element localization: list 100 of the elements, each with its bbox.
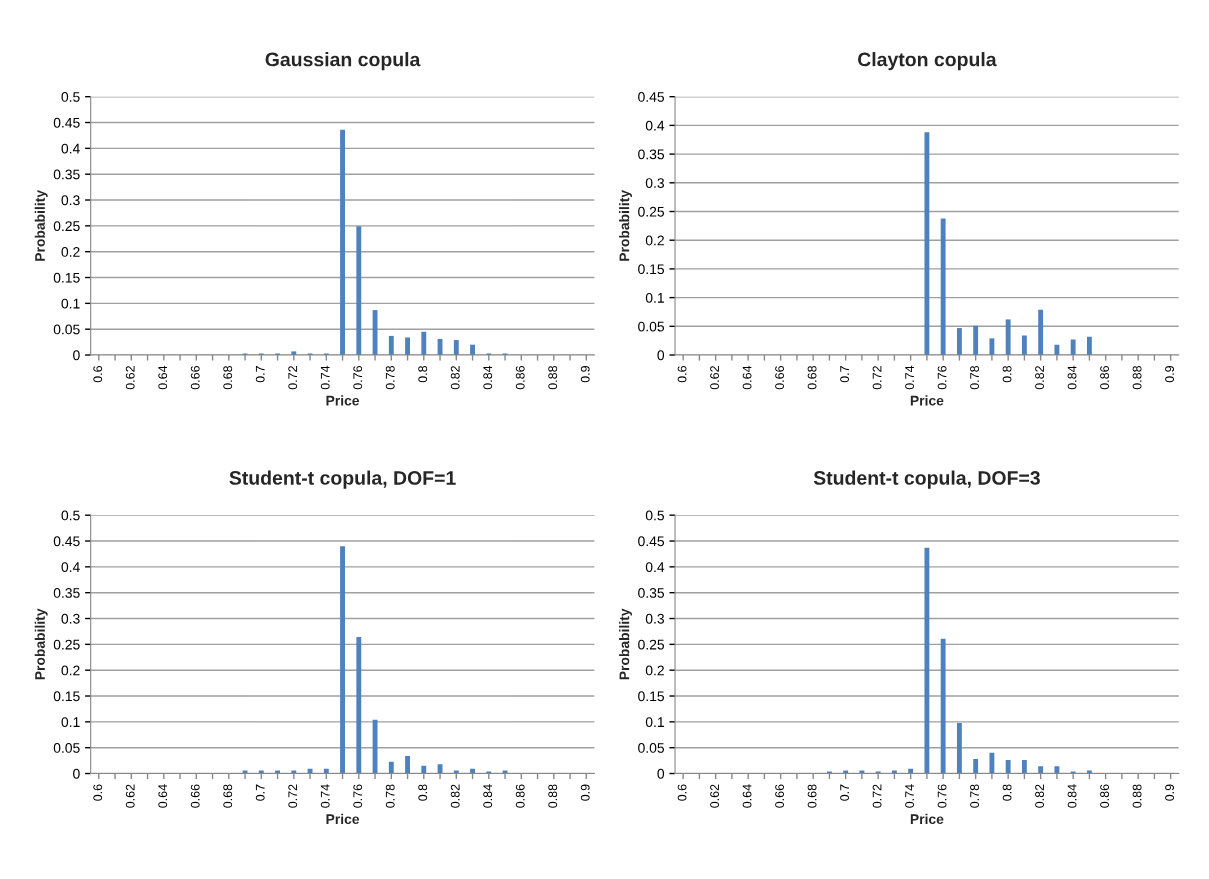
y-tick-label: 0.25 (638, 639, 665, 650)
y-axis-title: Probability (619, 608, 633, 680)
x-tick-label: 0.62 (125, 784, 135, 808)
x-tick-label: 0.86 (515, 365, 525, 390)
x-tick-label: 0.82 (450, 366, 460, 390)
x-tick-label: 0.74 (320, 365, 330, 390)
x-tick-label: 0.6 (677, 784, 687, 801)
y-tick-label: 0.25 (53, 221, 80, 232)
y-tick-label: 0.25 (638, 206, 665, 217)
x-axis-title: Price (910, 395, 944, 406)
y-tick-label: 0.3 (61, 195, 80, 206)
x-tick-label: 0.6 (93, 365, 103, 383)
x-tick-label: 0.78 (970, 365, 980, 390)
x-tick-label: 0.9 (580, 366, 590, 383)
y-tick-label: 0.4 (61, 562, 80, 573)
x-tick-label: 0.7 (255, 366, 265, 383)
x-tick-label: 0.82 (450, 784, 460, 808)
y-tick-label: 0.45 (638, 536, 665, 547)
x-tick-label: 0.74 (905, 784, 915, 808)
x-tick-label: 0.7 (840, 784, 850, 801)
x-tick-label: 0.76 (353, 784, 363, 808)
x-tick-label: 0.74 (320, 784, 330, 808)
y-tick-label: 0 (73, 768, 80, 779)
y-axis-title: Probability (34, 190, 48, 261)
x-tick-label: 0.9 (580, 784, 590, 801)
y-tick-label: 0.2 (61, 665, 80, 676)
x-tick-label: 0.66 (190, 784, 200, 808)
x-tick-label: 0.62 (710, 784, 720, 808)
y-tick-label: 0.1 (645, 717, 664, 728)
y-tick-label: 0.45 (53, 536, 80, 547)
y-tick-label: 0.3 (61, 613, 80, 624)
y-tick-label: 0.5 (645, 510, 665, 521)
x-tick-label: 0.88 (548, 784, 558, 808)
x-tick-label: 0.8 (1002, 784, 1012, 801)
x-tick-label: 0.68 (223, 365, 233, 390)
y-tick-label: 0.35 (638, 588, 665, 598)
x-tick-label: 0.8 (1002, 365, 1012, 383)
x-tick-label: 0.66 (190, 365, 200, 390)
y-tick-label: 0.35 (53, 169, 80, 180)
y-tick-label: 0.2 (61, 247, 80, 257)
y-axis-title: Probability (34, 608, 48, 680)
x-tick-label: 0.84 (483, 784, 493, 808)
x-tick-label: 0.72 (288, 366, 298, 390)
x-tick-label: 0.66 (775, 784, 785, 808)
x-tick-label: 0.86 (1100, 365, 1110, 390)
x-tick-label: 0.72 (288, 784, 298, 808)
x-tick-label: 0.88 (548, 365, 558, 390)
chart-title: Student-t copula, DOF=3 (813, 470, 1040, 489)
y-tick-label: 0.1 (61, 717, 80, 728)
chart-title: Student-t copula, DOF=1 (229, 470, 456, 489)
x-tick-label: 0.7 (840, 366, 850, 383)
y-tick-label: 0.3 (645, 613, 664, 624)
y-tick-label: 0.35 (638, 149, 665, 160)
x-tick-label: 0.78 (970, 784, 980, 808)
y-tick-label: 0.05 (638, 321, 665, 332)
y-tick-label: 0 (73, 350, 80, 361)
x-tick-label: 0.68 (807, 365, 817, 390)
x-tick-label: 0.9 (1165, 784, 1175, 801)
y-tick-label: 0.05 (53, 743, 80, 753)
y-tick-label: 0 (657, 768, 665, 779)
x-tick-label: 0.8 (418, 365, 428, 383)
x-axis-title: Price (910, 813, 944, 825)
y-tick-label: 0.15 (53, 691, 80, 702)
x-tick-label: 0.72 (872, 784, 882, 808)
y-tick-label: 0.15 (638, 691, 665, 702)
y-tick-label: 0.2 (645, 235, 664, 246)
x-tick-label: 0.62 (710, 366, 720, 390)
x-tick-label: 0.84 (1067, 365, 1077, 390)
x-tick-label: 0.86 (1100, 784, 1110, 808)
x-tick-label: 0.78 (385, 784, 395, 808)
x-tick-label: 0.82 (1035, 366, 1045, 390)
x-tick-label: 0.82 (1035, 784, 1045, 808)
y-tick-label: 0.35 (53, 588, 80, 598)
x-tick-label: 0.64 (742, 365, 752, 390)
x-tick-label: 0.88 (1132, 784, 1142, 808)
y-tick-label: 0 (657, 350, 665, 361)
x-tick-label: 0.68 (223, 784, 233, 808)
x-tick-label: 0.74 (905, 365, 915, 390)
x-tick-label: 0.64 (158, 784, 168, 808)
x-tick-label: 0.88 (1132, 365, 1142, 390)
y-tick-label: 0.15 (638, 264, 665, 275)
x-tick-label: 0.84 (483, 365, 493, 390)
y-tick-label: 0.5 (61, 510, 80, 521)
y-tick-label: 0.4 (61, 143, 80, 154)
x-tick-label: 0.76 (353, 365, 363, 390)
x-tick-label: 0.72 (872, 366, 882, 390)
x-tick-label: 0.66 (775, 365, 785, 390)
y-tick-label: 0.1 (61, 298, 80, 309)
x-tick-label: 0.86 (515, 784, 525, 808)
y-tick-label: 0.4 (645, 120, 665, 131)
x-axis-title: Price (326, 813, 360, 825)
y-axis-title: Probability (619, 190, 633, 261)
x-tick-label: 0.76 (937, 784, 947, 808)
x-tick-label: 0.76 (937, 365, 947, 390)
y-tick-label: 0.15 (53, 272, 80, 283)
y-tick-label: 0.1 (645, 292, 664, 303)
y-tick-label: 0.2 (645, 665, 664, 676)
y-tick-label: 0.25 (53, 639, 80, 650)
y-tick-label: 0.5 (61, 92, 80, 102)
x-tick-label: 0.62 (125, 366, 135, 390)
